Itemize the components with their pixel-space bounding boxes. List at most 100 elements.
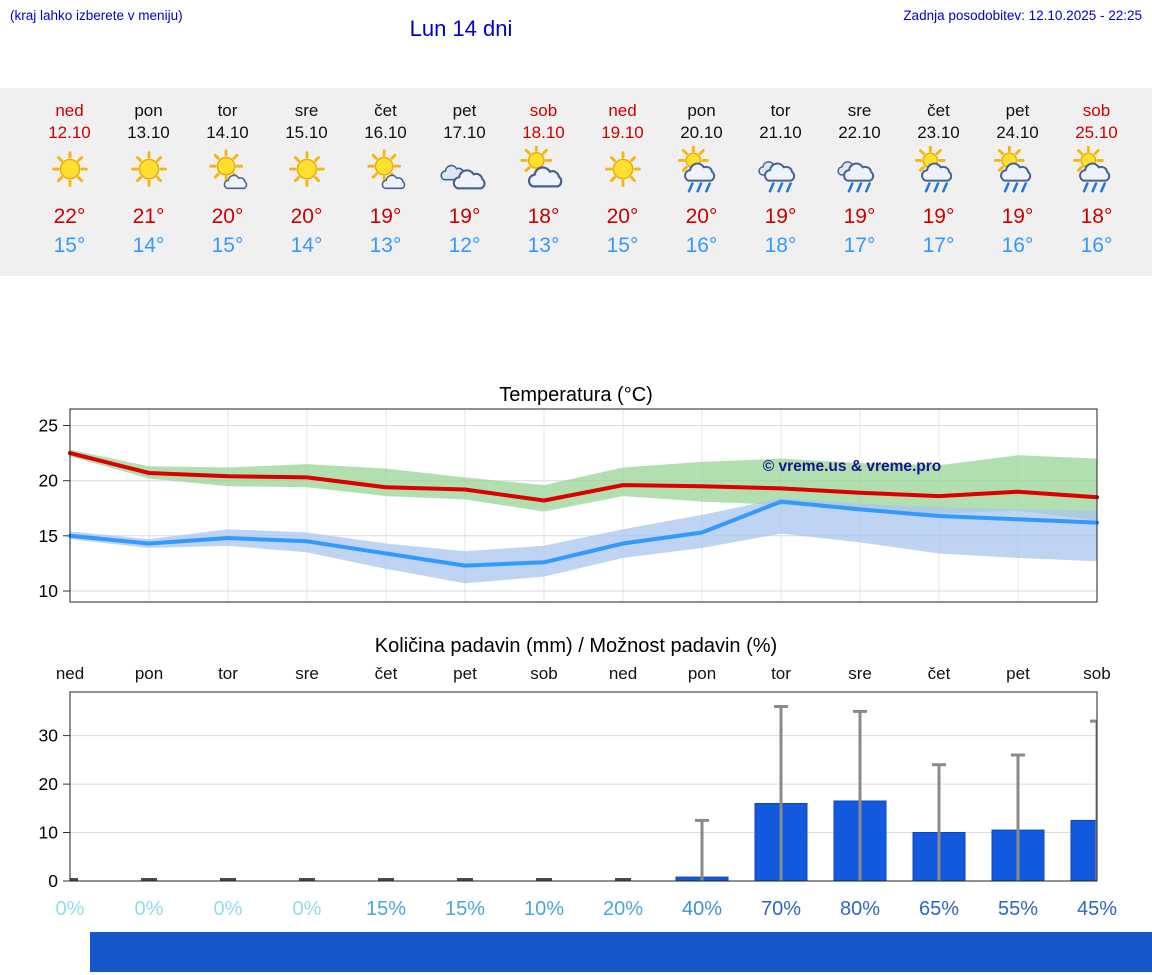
- day-low-temp: 16°: [685, 234, 718, 257]
- forecast-day[interactable]: pet 24.10 19° 16°: [978, 100, 1057, 260]
- day-low-temp: 15°: [53, 234, 86, 257]
- weather-icon-sun-cloud-rain: [1057, 144, 1136, 198]
- precip-probability: 55%: [997, 898, 1039, 920]
- day-high-temp: 18°: [1080, 205, 1113, 228]
- forecast-day[interactable]: sob 25.10 18° 16°: [1057, 100, 1136, 260]
- precip-probability: 40%: [681, 898, 723, 920]
- precip-day-label: ned: [55, 664, 85, 683]
- day-name: pet: [452, 101, 477, 120]
- day-low-temp: 17°: [922, 234, 955, 257]
- svg-text:25: 25: [39, 416, 58, 436]
- day-name: tor: [770, 101, 791, 120]
- forecast-day[interactable]: sre 22.10 19° 17°: [820, 100, 899, 260]
- forecast-day[interactable]: čet 16.10 19° 13°: [346, 100, 425, 260]
- weather-icon-sun-small-cloud: [188, 144, 267, 198]
- precip-probability: 15%: [444, 898, 486, 920]
- precip-day-label: tor: [218, 664, 238, 683]
- precip-probability: 45%: [1076, 898, 1118, 920]
- precip-day-label: ned: [608, 664, 638, 683]
- precip-day-label: pet: [1006, 664, 1030, 683]
- day-date: 22.10: [838, 123, 881, 142]
- day-name: čet: [927, 101, 950, 120]
- day-high-temp: 20°: [685, 205, 718, 228]
- page-header: (kraj lahko izberete v meniju) Lun 14 dn…: [0, 0, 1152, 50]
- day-name: sre: [294, 101, 319, 120]
- precip-day-label: pon: [687, 664, 717, 683]
- day-name: tor: [217, 101, 238, 120]
- svg-text:10: 10: [39, 823, 59, 843]
- watermark: © vreme.us & vreme.pro: [763, 458, 942, 475]
- day-low-temp: 16°: [1080, 234, 1113, 257]
- day-high-temp: 19°: [448, 205, 481, 228]
- day-name: sre: [847, 101, 872, 120]
- day-name: ned: [55, 101, 84, 120]
- svg-text:0: 0: [48, 871, 58, 891]
- precipitation-chart-svg: 0 10 20 30: [39, 691, 1098, 891]
- forecast-day[interactable]: tor 14.10 20° 15°: [188, 100, 267, 260]
- day-high-temp: 19°: [369, 205, 402, 228]
- forecast-day[interactable]: sre 15.10 20° 14°: [267, 100, 346, 260]
- forecast-day[interactable]: ned 19.10 20° 15°: [583, 100, 662, 260]
- weather-icon-sun: [109, 144, 188, 198]
- precip-day-label: čet: [927, 664, 951, 683]
- precipitation-chart: 0 10 20 30: [0, 688, 1152, 894]
- svg-text:15: 15: [39, 526, 58, 546]
- precip-probability: 65%: [918, 898, 960, 920]
- day-date: 21.10: [759, 123, 802, 142]
- temperature-chart: 10 15 20 25 © vreme.us & vreme.pro: [0, 407, 1152, 607]
- day-high-temp: 20°: [211, 205, 244, 228]
- day-low-temp: 18°: [764, 234, 797, 257]
- day-low-temp: 17°: [843, 234, 876, 257]
- day-low-temp: 15°: [606, 234, 639, 257]
- weather-icon-cloud-rain: [820, 144, 899, 198]
- day-name: pon: [687, 101, 716, 120]
- forecast-day[interactable]: pon 20.10 20° 16°: [662, 100, 741, 260]
- forecast-day[interactable]: pon 13.10 21° 14°: [109, 100, 188, 260]
- day-low-temp: 13°: [369, 234, 402, 257]
- precip-probability: 0%: [55, 898, 85, 920]
- precip-day-label: sob: [1083, 664, 1111, 683]
- precip-day-labels: ned pon tor sre čet pet sob ned pon tor sre čet pet s…: [0, 662, 1152, 688]
- day-high-temp: 22°: [53, 205, 86, 228]
- forecast-day[interactable]: čet 23.10 19° 17°: [899, 100, 978, 260]
- day-date: 12.10: [48, 123, 91, 142]
- day-date: 17.10: [443, 123, 486, 142]
- weather-icon-sun: [30, 144, 109, 198]
- day-name: ned: [608, 101, 637, 120]
- page-title: Lun 14 dni: [409, 16, 513, 41]
- day-high-temp: 21°: [132, 205, 165, 228]
- day-high-temp: 19°: [764, 205, 797, 228]
- precip-day-label: čet: [374, 664, 398, 683]
- forecast-day[interactable]: sob 18.10 18° 13°: [504, 100, 583, 260]
- precip-probability: 80%: [839, 898, 881, 920]
- location-hint: (kraj lahko izberete v meniju): [10, 8, 183, 23]
- svg-text:20: 20: [39, 471, 59, 491]
- day-date: 19.10: [601, 123, 644, 142]
- day-name: pon: [134, 101, 163, 120]
- precip-day-label: pon: [134, 664, 164, 683]
- weather-icon-sun-small-cloud: [346, 144, 425, 198]
- day-date: 25.10: [1075, 123, 1118, 142]
- forecast-day[interactable]: pet 17.10 19° 12°: [425, 100, 504, 260]
- weather-icon-sun-cloud-rain: [662, 144, 741, 198]
- day-name: sob: [1082, 101, 1111, 120]
- precip-probability: 0%: [213, 898, 243, 920]
- day-low-temp: 14°: [290, 234, 323, 257]
- precip-probability: 15%: [365, 898, 407, 920]
- day-date: 14.10: [206, 123, 249, 142]
- precipitation-chart-title: Količina padavin (mm) / Možnost padavin …: [374, 635, 778, 657]
- day-date: 16.10: [364, 123, 407, 142]
- forecast-strip: ned 12.10 22° 15° pon 13.10 21° 14° tor 14.10 20° 1…: [0, 88, 1152, 276]
- precip-probability: 20%: [602, 898, 644, 920]
- day-low-temp: 13°: [527, 234, 560, 257]
- precip-day-label: sre: [848, 664, 872, 683]
- forecast-day[interactable]: ned 12.10 22° 15°: [30, 100, 109, 260]
- svg-text:30: 30: [39, 726, 59, 746]
- last-update: Zadnja posodobitev: 12.10.2025 - 22:25: [903, 8, 1142, 23]
- weather-icon-sun-cloud-rain: [899, 144, 978, 198]
- precip-probability: 0%: [134, 898, 164, 920]
- weather-icon-sun-cloud: [504, 144, 583, 198]
- forecast-day[interactable]: tor 21.10 19° 18°: [741, 100, 820, 260]
- day-low-temp: 12°: [448, 234, 481, 257]
- day-date: 15.10: [285, 123, 328, 142]
